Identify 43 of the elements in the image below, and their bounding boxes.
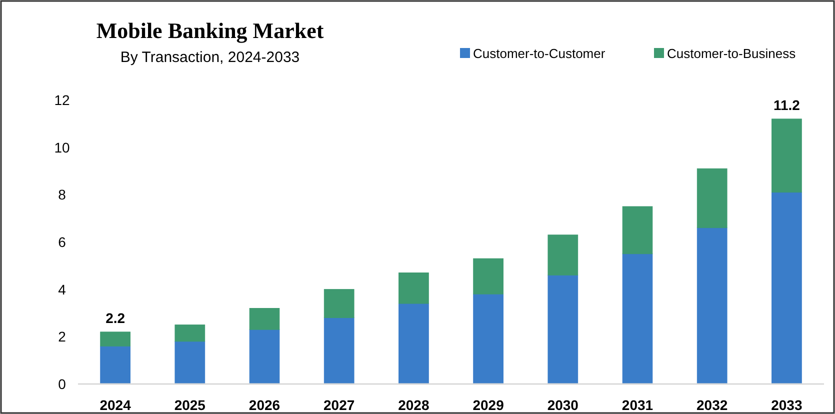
y-tick-label: 0 (58, 376, 66, 392)
y-tick-label: 6 (58, 234, 66, 250)
bar (100, 346, 130, 384)
x-tick-label: 2030 (547, 397, 579, 413)
chart-subtitle: By Transaction, 2024-2033 (120, 49, 300, 66)
bar (473, 294, 504, 384)
bar (324, 289, 354, 318)
bar (174, 324, 206, 342)
y-tick-label: 4 (58, 281, 66, 298)
chart-title: Mobile Banking Market (96, 18, 324, 43)
x-tick-label: 2025 (174, 397, 206, 413)
bar (473, 258, 504, 294)
bar (398, 303, 429, 384)
bar (696, 228, 728, 384)
total-label: 2.2 (106, 310, 126, 326)
bar (622, 206, 653, 254)
bar (696, 168, 728, 228)
bar (398, 272, 429, 304)
bar (174, 341, 206, 384)
legend-label: Customer-to-Customer (473, 46, 606, 61)
total-label: 11.2 (773, 96, 800, 113)
bar (324, 317, 354, 384)
x-tick-label: 2027 (324, 397, 355, 413)
bar (249, 308, 280, 330)
y-tick-label: 2 (58, 328, 66, 345)
x-tick-label: 2028 (398, 397, 430, 413)
bar (622, 254, 653, 384)
y-tick-label: 10 (54, 139, 70, 156)
bar (249, 329, 280, 384)
x-tick-label: 2024 (100, 397, 132, 413)
y-tick-label: 12 (54, 92, 70, 108)
legend-label: Customer-to-Business (667, 46, 796, 61)
x-tick-label: 2033 (771, 397, 802, 413)
bar (548, 274, 578, 384)
x-tick-label: 2031 (622, 397, 654, 413)
bar (772, 192, 802, 384)
y-tick-label: 8 (58, 186, 66, 203)
x-tick-label: 2026 (248, 397, 280, 413)
x-tick-label: 2029 (472, 397, 504, 413)
bar (772, 118, 802, 193)
x-tick-label: 2032 (696, 397, 728, 413)
bar (548, 234, 578, 276)
bar (100, 332, 130, 346)
